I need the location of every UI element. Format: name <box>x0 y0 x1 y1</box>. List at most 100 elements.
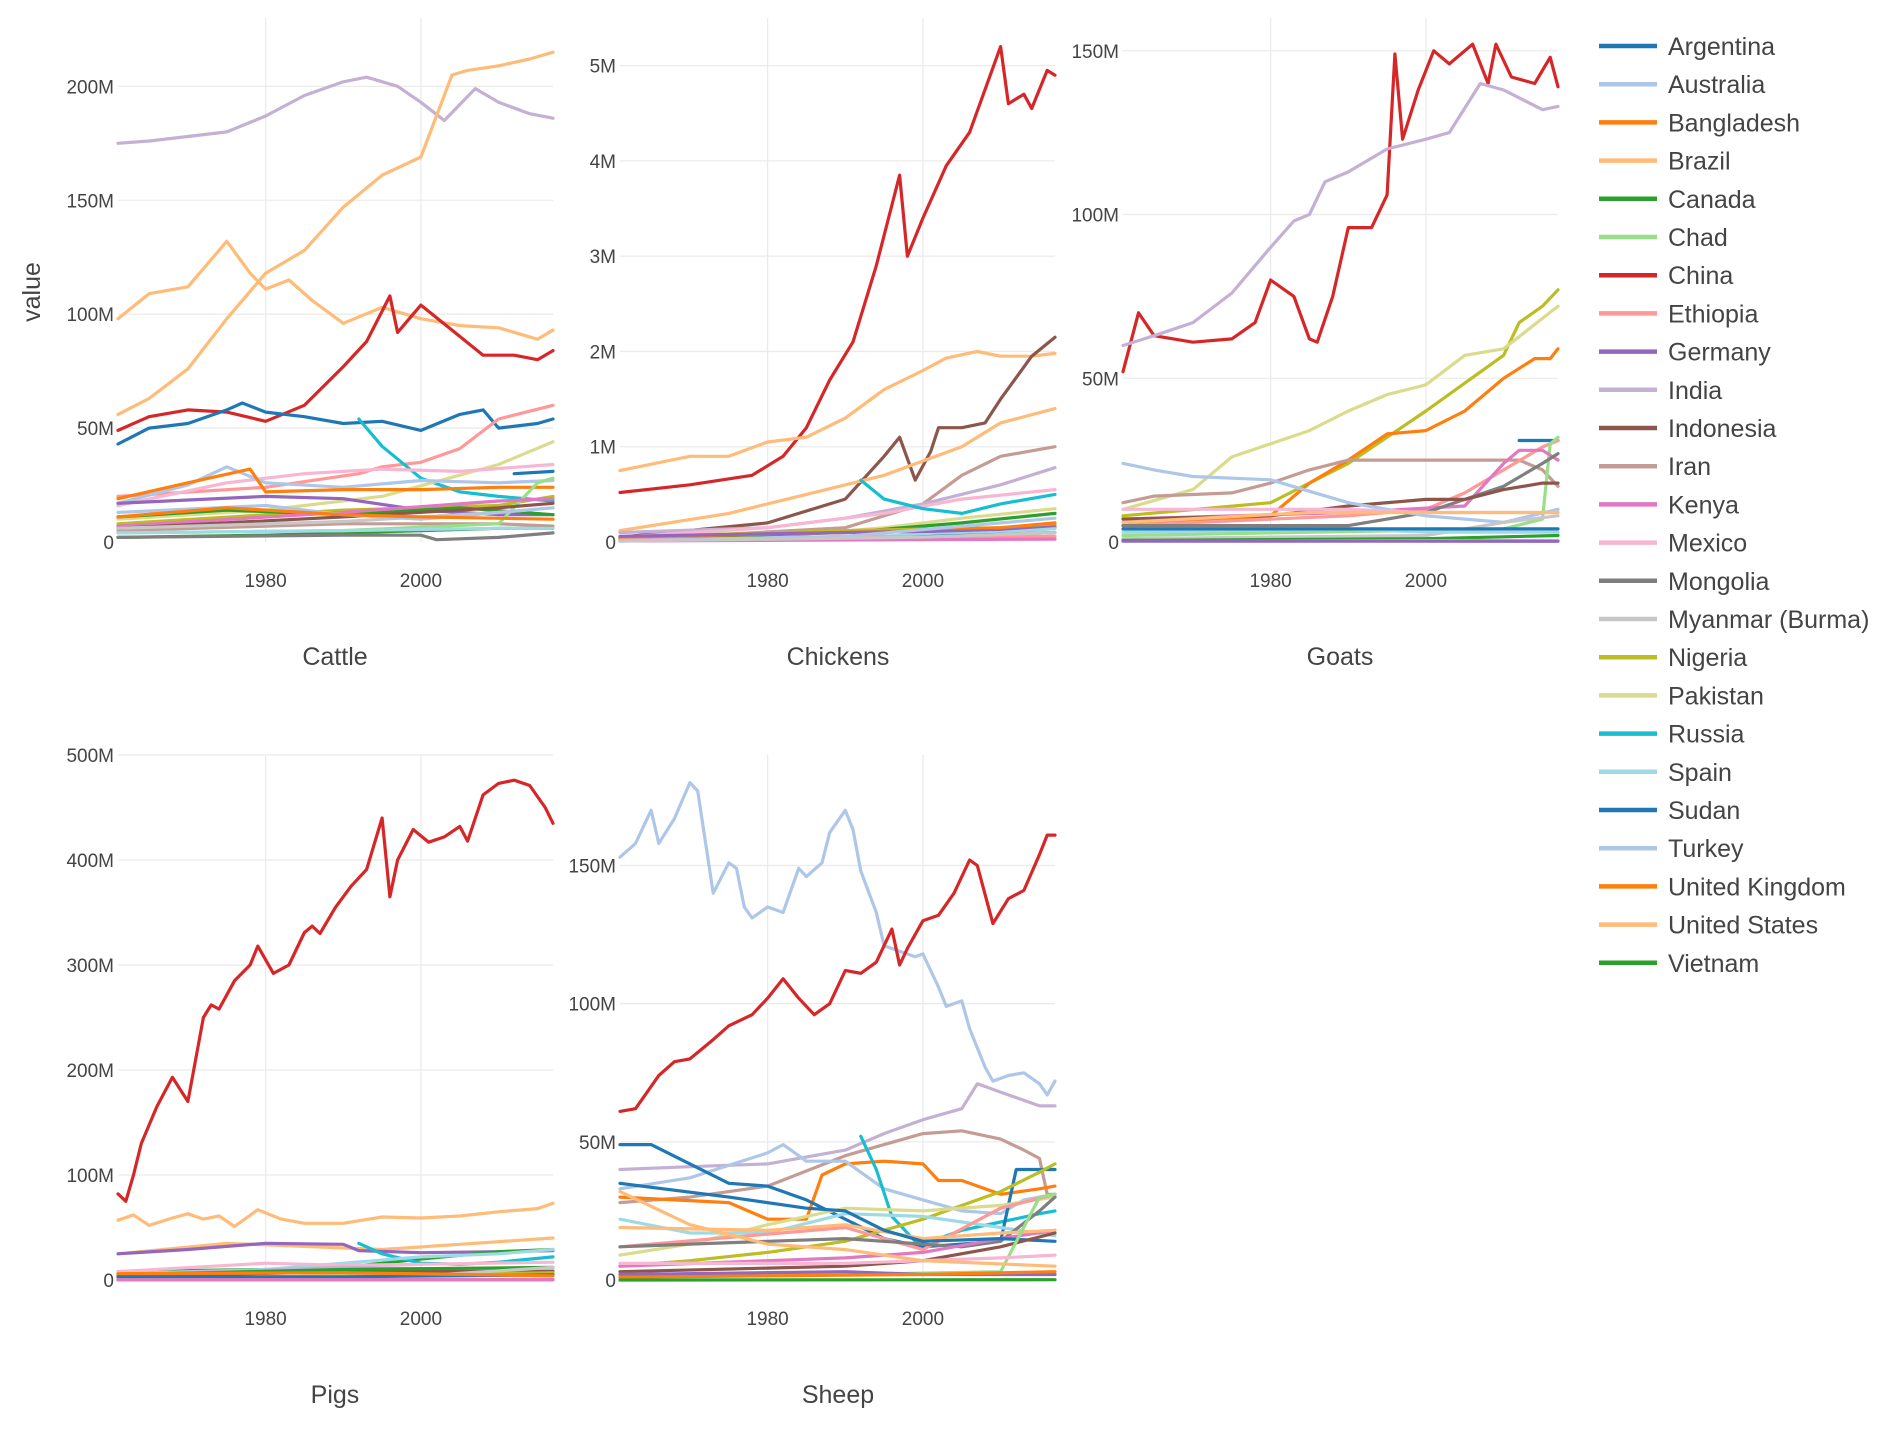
panel-title: Goats <box>1307 643 1374 671</box>
legend-label: Canada <box>1668 186 1756 214</box>
y-tick-label: 150M <box>568 857 616 878</box>
legend-label: Russia <box>1668 721 1745 749</box>
legend-item-india[interactable]: India <box>1599 377 1722 405</box>
series-line-kenya <box>116 497 555 528</box>
legend-item-united-kingdom[interactable]: United Kingdom <box>1599 873 1846 901</box>
legend-item-mongolia[interactable]: Mongolia <box>1599 568 1770 596</box>
legend-item-myanmar-burma[interactable]: Myanmar (Burma) <box>1599 606 1869 634</box>
y-tick-label: 0 <box>103 533 114 554</box>
y-tick-label: 2M <box>590 342 616 363</box>
legend-item-spain[interactable]: Spain <box>1599 759 1732 787</box>
y-tick-label: 150M <box>1071 42 1119 63</box>
legend-label: Chad <box>1668 224 1728 252</box>
legend-label: Australia <box>1668 71 1765 99</box>
x-tick-label: 1980 <box>746 1309 788 1330</box>
x-tick-label: 1980 <box>1249 571 1291 592</box>
series-line-australia <box>618 781 1057 1097</box>
y-tick-label: 4M <box>590 152 616 173</box>
legend-label: Ethiopia <box>1668 300 1758 328</box>
series-line-brazil <box>618 407 1057 533</box>
series-line-united-states <box>116 239 555 341</box>
panel-cattle: 1980 2000 0 50M 100M 150M 200M Cattle <box>66 18 555 671</box>
y-tick-label: 0 <box>103 1271 114 1292</box>
legend-item-germany[interactable]: Germany <box>1599 339 1771 367</box>
series-line-brazil <box>116 1236 555 1256</box>
series-line-iran <box>1121 458 1560 505</box>
series-line-mongolia <box>116 531 555 542</box>
series-line-united-states <box>618 349 1057 473</box>
series-line-myanmar-burma <box>618 530 1057 543</box>
legend-label: Mongolia <box>1668 568 1770 596</box>
y-tick-label: 150M <box>66 191 114 212</box>
series-line-iran <box>618 445 1057 542</box>
series-line-nigeria <box>1121 288 1560 518</box>
y-axis-label: value <box>18 262 46 322</box>
x-tick-label: 2000 <box>400 1309 442 1330</box>
y-tick-label: 200M <box>66 1061 114 1082</box>
legend-item-united-states[interactable]: United States <box>1599 912 1818 940</box>
legend-item-turkey[interactable]: Turkey <box>1599 835 1744 863</box>
y-tick-label: 50M <box>77 419 114 440</box>
series-line-mexico <box>116 462 555 508</box>
series-line-united-kingdom <box>116 506 555 521</box>
panel-chickens: 1980 2000 0 1M 2M 3M 4M 5M Chickens <box>590 18 1057 671</box>
legend-item-china[interactable]: China <box>1599 262 1733 290</box>
series-line-china <box>618 833 1057 1113</box>
series-line-indonesia <box>116 501 555 530</box>
y-tick-label: 0 <box>605 1271 616 1292</box>
legend-label: Sudan <box>1668 797 1740 825</box>
legend-item-sudan[interactable]: Sudan <box>1599 797 1740 825</box>
series-line-russia <box>859 478 1057 515</box>
y-tick-label: 50M <box>579 1133 616 1154</box>
series-line-turkey <box>1121 461 1560 524</box>
legend-label: Kenya <box>1668 491 1739 519</box>
y-tick-label: 5M <box>590 57 616 78</box>
legend-item-kenya[interactable]: Kenya <box>1599 491 1739 519</box>
legend-item-iran[interactable]: Iran <box>1599 453 1711 481</box>
series-line-sudan <box>512 469 555 476</box>
legend-label: Bangladesh <box>1668 109 1800 137</box>
series-line-bangladesh <box>1121 347 1560 528</box>
legend-item-argentina[interactable]: Argentina <box>1599 33 1775 61</box>
legend-label: Spain <box>1668 759 1732 787</box>
legend-item-nigeria[interactable]: Nigeria <box>1599 644 1747 672</box>
series-line-russia <box>357 417 555 503</box>
legend-item-bangladesh[interactable]: Bangladesh <box>1599 109 1800 137</box>
y-tick-label: 100M <box>66 305 114 326</box>
panel-title: Sheep <box>802 1381 874 1409</box>
legend-item-russia[interactable]: Russia <box>1599 721 1745 749</box>
series-line-bangladesh <box>618 1270 1057 1279</box>
legend-label: Turkey <box>1668 835 1744 863</box>
series-line-argentina <box>618 1181 1057 1243</box>
y-tick-label: 100M <box>1071 206 1119 227</box>
legend-label: Brazil <box>1668 148 1731 176</box>
legend-item-mexico[interactable]: Mexico <box>1599 530 1747 558</box>
series-line-brazil <box>1121 510 1560 524</box>
series-line-india <box>1121 81 1560 348</box>
series-line-germany <box>618 525 1057 538</box>
legend-label: China <box>1668 262 1733 290</box>
legend-label: Argentina <box>1668 33 1775 61</box>
legend-item-vietnam[interactable]: Vietnam <box>1599 950 1759 978</box>
y-tick-label: 50M <box>1082 369 1119 390</box>
series-line-pakistan <box>116 440 555 521</box>
series-line-united-states <box>116 1201 555 1229</box>
legend-item-chad[interactable]: Chad <box>1599 224 1728 252</box>
legend-item-ethiopia[interactable]: Ethiopia <box>1599 300 1758 328</box>
panel-title: Chickens <box>787 643 890 671</box>
y-tick-label: 500M <box>66 746 114 767</box>
series-line-india <box>116 75 555 145</box>
legend-item-brazil[interactable]: Brazil <box>1599 148 1731 176</box>
legend-item-australia[interactable]: Australia <box>1599 71 1765 99</box>
x-tick-label: 1980 <box>244 1309 286 1330</box>
legend-item-canada[interactable]: Canada <box>1599 186 1756 214</box>
legend-item-pakistan[interactable]: Pakistan <box>1599 682 1764 710</box>
y-tick-label: 100M <box>568 995 616 1016</box>
series-line-turkey <box>618 1143 1057 1216</box>
y-tick-label: 100M <box>66 1166 114 1187</box>
legend-label: Pakistan <box>1668 682 1764 710</box>
legend-item-indonesia[interactable]: Indonesia <box>1599 415 1777 443</box>
series-line-china <box>618 45 1057 495</box>
